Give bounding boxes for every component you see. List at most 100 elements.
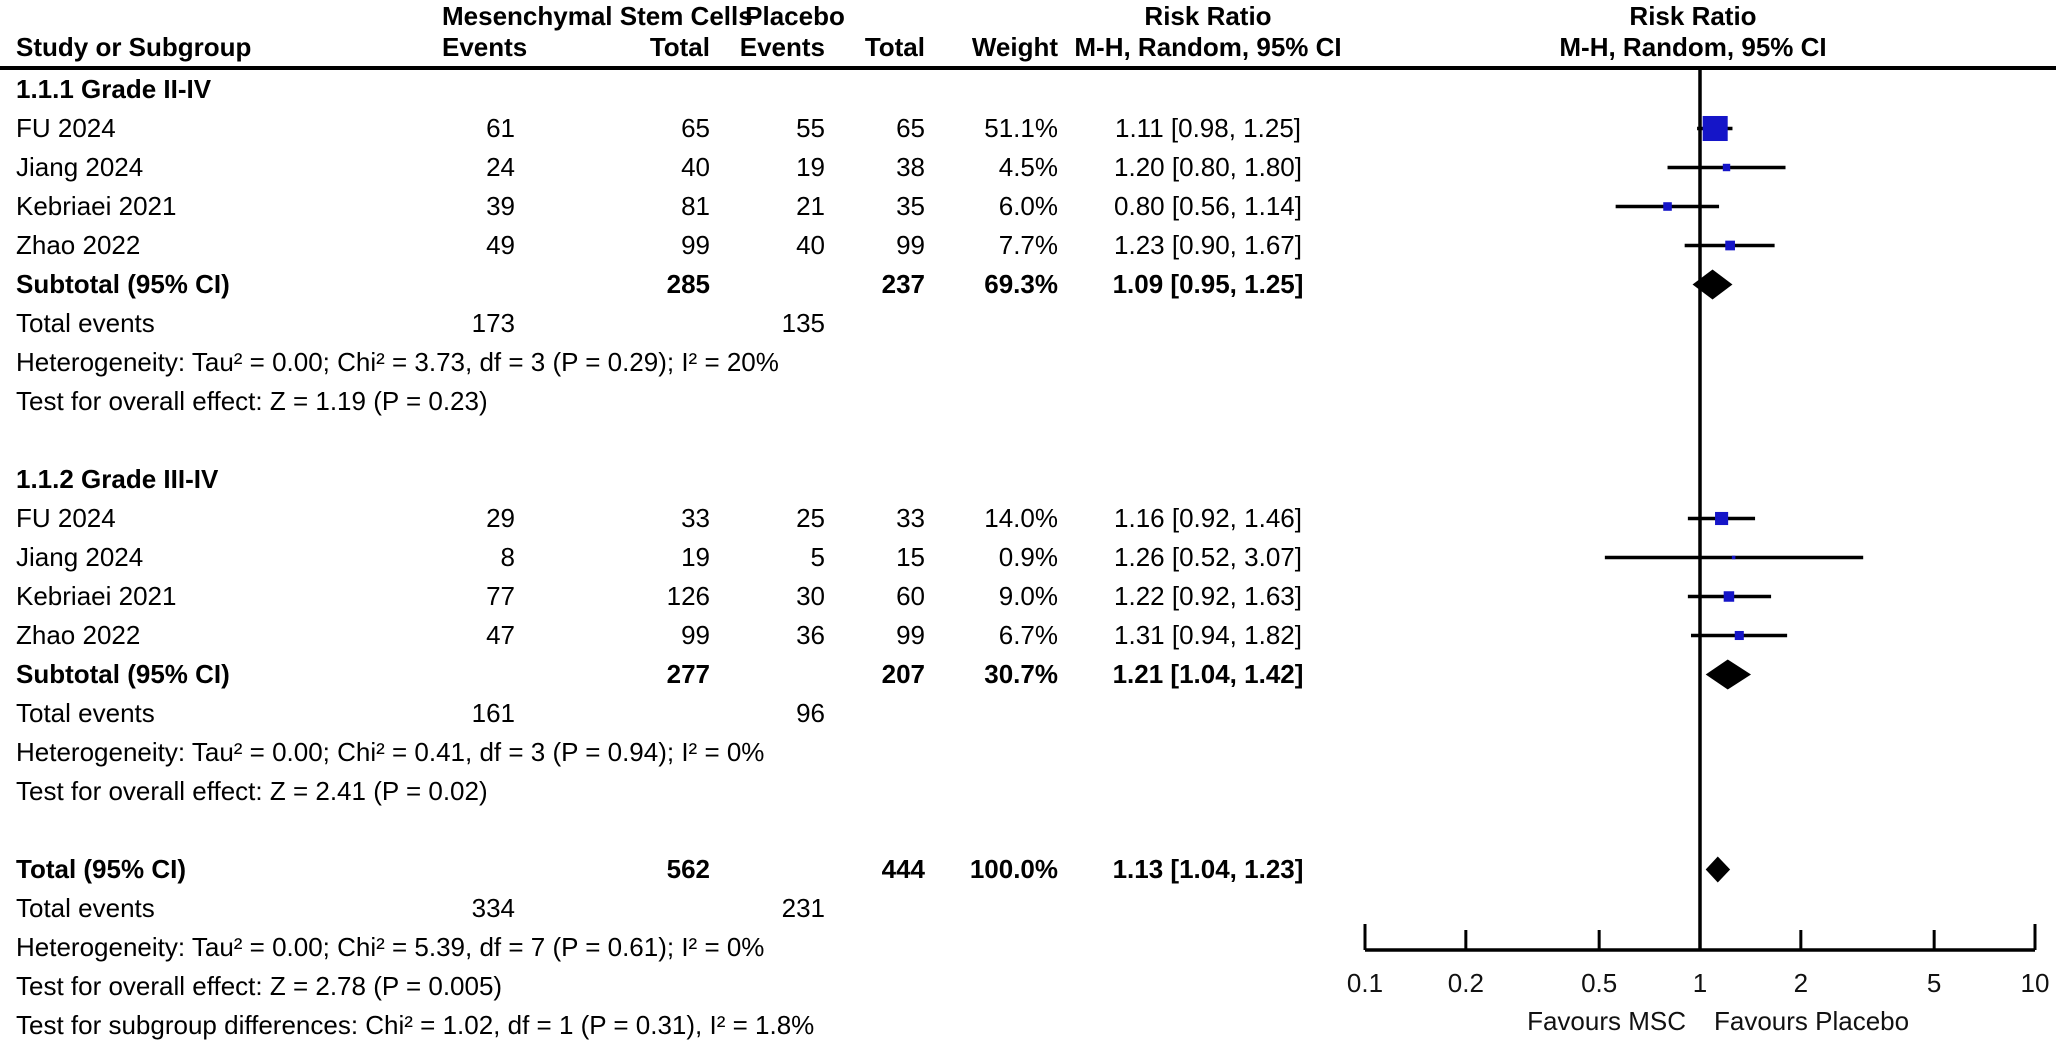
estimate-value	[1058, 694, 1358, 733]
placebo-total-value: 99	[896, 620, 925, 650]
overall-effect-text: Test for overall effect: Z = 1.19 (P = 0…	[16, 386, 488, 416]
msc-total-value: 126	[666, 581, 710, 611]
axis-tick-label: 0.2	[1448, 968, 1484, 998]
msc-total-value: 285	[666, 269, 710, 299]
header-spacer	[0, 0, 442, 32]
msc-events-value: 24	[486, 152, 515, 182]
weight-value: 30.7%	[984, 659, 1058, 689]
subtotal-row: Subtotal (95% CI) 277 207 30.7% 1.21 [1.04, …	[0, 655, 1358, 694]
axis-tick-label: 5	[1927, 968, 1941, 998]
msc-total-value: 277	[666, 659, 710, 689]
estimate-value: 1.09 [0.95, 1.25]	[1112, 269, 1304, 299]
control-group-header: Placebo	[745, 1, 845, 31]
weight-value: 4.5%	[998, 152, 1058, 182]
heterogeneity-text: Heterogeneity: Tau² = 0.00; Chi² = 5.39,…	[16, 932, 765, 962]
msc-events-value: 29	[486, 503, 515, 533]
study-point-square	[1734, 630, 1744, 641]
weight-value: 6.7%	[998, 620, 1058, 650]
placebo-events-value: 5	[810, 542, 825, 572]
risk-ratio-plot-header: Risk Ratio	[1629, 1, 1757, 31]
weight-value	[925, 889, 1058, 928]
placebo-events-value	[710, 850, 825, 889]
msc-events-value: 173	[471, 308, 515, 338]
axis-tick-label: 2	[1794, 968, 1808, 998]
study-point-square	[1731, 555, 1736, 560]
placebo-total-value: 444	[881, 854, 925, 884]
estimate-value: 1.20 [0.80, 1.80]	[1114, 152, 1302, 182]
study-row: Kebriaei 2021 77 126 30 60 9.0% 1.22 [0.92, 1.…	[0, 577, 1358, 616]
study-label: Jiang 2024	[16, 542, 144, 572]
heterogeneity-row: Heterogeneity: Tau² = 0.00; Chi² = 3.73,…	[0, 343, 1358, 382]
method-plot-header: M-H, Random, 95% CI	[1559, 32, 1827, 62]
study-row: Zhao 2022 47 99 36 99 6.7% 1.31 [0.94, 1.82]	[0, 616, 1358, 655]
study-label: Total events	[16, 893, 155, 923]
column-header-placebo-total: Total	[864, 32, 925, 62]
placebo-events-value: 96	[796, 698, 825, 728]
column-header-row: Study or Subgroup Events Total Events To…	[0, 30, 1358, 66]
axis-tick-label: 1	[1693, 968, 1707, 998]
placebo-events-value: 40	[796, 230, 825, 260]
msc-total-value: 99	[681, 620, 710, 650]
total-events-row: Total events 334 231	[0, 889, 1358, 928]
msc-total-value: 19	[681, 542, 710, 572]
spacer-row	[0, 421, 1358, 460]
study-label: Subtotal (95% CI)	[16, 659, 230, 689]
table-header: Mesenchymal Stem Cells Placebo Risk Rati…	[0, 0, 1358, 66]
study-row: Jiang 2024 8 19 5 15 0.9% 1.26 [0.52, 3.07]	[0, 538, 1358, 577]
risk-ratio-text-header: Risk Ratio	[1144, 1, 1272, 31]
overall-effect-text: Test for overall effect: Z = 2.78 (P = 0…	[16, 971, 503, 1001]
placebo-events-value: 55	[796, 113, 825, 143]
column-header-msc-total: Total	[649, 32, 710, 62]
header-spacer	[880, 0, 1058, 32]
header-divider-line	[0, 66, 2056, 70]
axis-tick-label: 10	[2021, 968, 2050, 998]
subgroup-title: 1.1.1 Grade II-IV	[16, 74, 212, 104]
treatment-group-header: Mesenchymal Stem Cells	[442, 1, 753, 31]
placebo-events-value	[710, 265, 825, 304]
estimate-value: 1.11 [0.98, 1.25]	[1115, 113, 1301, 143]
study-label: Jiang 2024	[16, 152, 144, 182]
study-label: Kebriaei 2021	[16, 191, 177, 221]
estimate-value: 1.16 [0.92, 1.46]	[1114, 503, 1302, 533]
msc-total-value: 81	[681, 191, 710, 221]
pooled-estimate-diamond	[1705, 659, 1752, 690]
weight-value: 9.0%	[998, 581, 1058, 611]
total-events-row: Total events 173 135	[0, 304, 1358, 343]
placebo-total-value	[825, 304, 925, 343]
msc-total-value: 40	[681, 152, 710, 182]
placebo-events-value: 25	[796, 503, 825, 533]
msc-events-value	[442, 265, 515, 304]
msc-total-value	[515, 694, 710, 733]
placebo-total-value: 99	[896, 230, 925, 260]
study-label: Kebriaei 2021	[16, 581, 177, 611]
placebo-events-value: 36	[796, 620, 825, 650]
weight-value	[925, 304, 1058, 343]
placebo-events-value: 21	[796, 191, 825, 221]
heterogeneity-row: Heterogeneity: Tau² = 0.00; Chi² = 0.41,…	[0, 733, 1358, 772]
pooled-estimate-diamond	[1705, 856, 1731, 883]
total-row: Total (95% CI) 562 444 100.0% 1.13 [1.04, 1.…	[0, 850, 1358, 889]
plot-header: Risk Ratio M-H, Random, 95% CI	[1330, 0, 2056, 66]
favours-left-label: Favours MSC	[1527, 1006, 1686, 1036]
msc-events-value: 334	[471, 893, 515, 923]
study-row: Jiang 2024 24 40 19 38 4.5% 1.20 [0.80, 1.80]	[0, 148, 1358, 187]
overall-effect-row: Test for overall effect: Z = 1.19 (P = 0…	[0, 382, 1358, 421]
column-header-study: Study or Subgroup	[16, 32, 252, 62]
msc-events-value: 39	[486, 191, 515, 221]
msc-events-value: 8	[500, 542, 515, 572]
study-point-square	[1723, 591, 1735, 602]
heterogeneity-row: Heterogeneity: Tau² = 0.00; Chi² = 5.39,…	[0, 928, 1358, 967]
msc-events-value: 61	[486, 113, 515, 143]
subgroup-difference-text: Test for subgroup differences: Chi² = 1.…	[16, 1010, 815, 1040]
overall-effect-row: Test for overall effect: Z = 2.78 (P = 0…	[0, 967, 1358, 1006]
placebo-events-value: 231	[781, 893, 825, 923]
placebo-total-value: 237	[881, 269, 925, 299]
weight-value: 51.1%	[984, 113, 1058, 143]
placebo-total-value	[825, 889, 925, 928]
study-row: Zhao 2022 49 99 40 99 7.7% 1.23 [0.90, 1.67]	[0, 226, 1358, 265]
heterogeneity-text: Heterogeneity: Tau² = 0.00; Chi² = 3.73,…	[16, 347, 779, 377]
column-header-msc-events: Events	[442, 32, 528, 62]
study-row: Kebriaei 2021 39 81 21 35 6.0% 0.80 [0.56, 1.1…	[0, 187, 1358, 226]
estimate-value: 1.21 [1.04, 1.42]	[1112, 659, 1304, 689]
overall-effect-text: Test for overall effect: Z = 2.41 (P = 0…	[16, 776, 488, 806]
